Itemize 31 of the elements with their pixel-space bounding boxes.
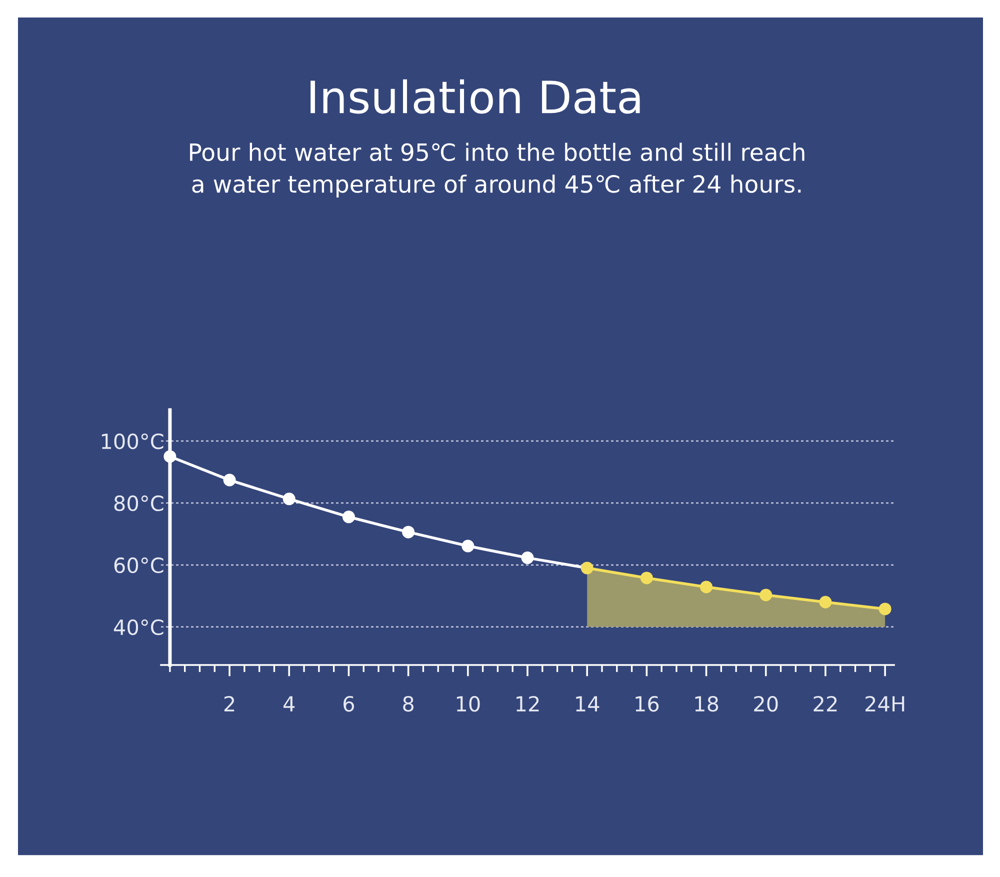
point	[521, 552, 534, 564]
point	[223, 474, 236, 486]
x-tick-label: 4	[284, 696, 295, 712]
point	[878, 602, 892, 616]
chart-subtitle: Pour hot water at 95℃ into the bottle and still reach a water temperature of around 45℃ after 24 hours.	[190, 142, 804, 198]
x-tick-label: 20	[754, 696, 778, 712]
point	[760, 588, 772, 602]
x-tick-label: 14	[576, 696, 600, 712]
x-tick-label: 2	[224, 696, 234, 712]
x-tick-label: 24H	[866, 696, 904, 712]
y-tick-label: 80°C	[114, 495, 164, 512]
point	[402, 526, 415, 538]
y-tick-label: 40°C	[114, 619, 164, 636]
y-tick-label: 60°C	[114, 557, 164, 574]
point	[342, 510, 355, 524]
point	[640, 572, 653, 584]
x-tick-label: 10	[456, 696, 480, 712]
point	[462, 540, 474, 552]
x-tick-label: 18	[695, 696, 718, 712]
y-tick-label: 100°C	[102, 433, 164, 450]
chart-title: Insulation Data	[310, 79, 640, 114]
point	[164, 450, 176, 463]
x-tick-label: 12	[516, 696, 539, 712]
x-tick-label: 22	[814, 696, 837, 712]
point	[700, 580, 713, 594]
point	[580, 562, 594, 574]
x-tick-label: 8	[403, 696, 414, 712]
point	[819, 596, 832, 608]
point	[282, 492, 296, 506]
x-tick-label: 6	[344, 696, 354, 712]
x-tick-label: 16	[636, 696, 659, 712]
